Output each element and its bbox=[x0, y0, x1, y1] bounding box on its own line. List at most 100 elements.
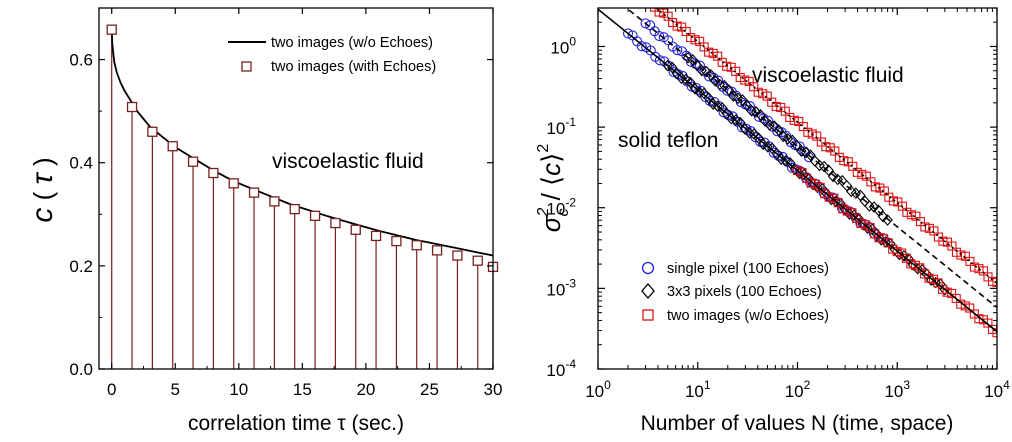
data-point-circle bbox=[654, 55, 665, 66]
right-ylabel: σc2 / ⟨c⟩2 bbox=[535, 144, 572, 233]
y-tick-label: 10-4 bbox=[546, 357, 576, 380]
legend-label-single-pixel: single pixel (100 Echoes) bbox=[667, 261, 829, 277]
data-point-diamond bbox=[778, 130, 789, 143]
data-point-diamond bbox=[739, 123, 751, 135]
data-point-diamond bbox=[877, 210, 889, 223]
data-point-circle bbox=[786, 162, 798, 173]
x-tick-label: 20 bbox=[356, 380, 375, 399]
x-tick-label: 15 bbox=[293, 380, 312, 399]
data-point-square bbox=[350, 224, 361, 235]
data-point-circle bbox=[636, 41, 647, 52]
data-point-diamond bbox=[827, 170, 839, 183]
x-tick-label: 101 bbox=[685, 378, 711, 401]
data-point-square bbox=[228, 178, 239, 189]
data-point-diamond bbox=[882, 214, 893, 226]
data-point-diamond bbox=[689, 83, 701, 95]
legend-label-3x3: 3x3 pixels (100 Echoes) bbox=[667, 284, 822, 300]
data-point-circle bbox=[790, 140, 801, 151]
data-point-diamond bbox=[750, 106, 762, 118]
data-point-square bbox=[992, 277, 997, 287]
legend-circle-marker bbox=[641, 261, 655, 275]
right-xlabel: Number of values N (time, space) bbox=[641, 412, 954, 435]
data-point-square bbox=[452, 250, 463, 261]
left-chart: 0 5 10 15 20 25 30 0.0 0.2 0.4 0.6 viscoelastic fl… bbox=[26, 7, 502, 435]
y-tick-label: 0.2 bbox=[69, 257, 93, 276]
left-ylabel: c ( τ ) bbox=[26, 157, 59, 222]
legend-square-red-marker bbox=[642, 309, 654, 321]
legend-label-2: two images (with Echoes) bbox=[271, 59, 436, 75]
data-point-diamond bbox=[757, 138, 769, 151]
data-point-diamond bbox=[687, 53, 698, 66]
x-tick-label: 25 bbox=[420, 380, 439, 399]
data-point-circle bbox=[622, 28, 634, 39]
x-tick-label: 102 bbox=[785, 378, 811, 401]
x-tick-label: 10 bbox=[229, 380, 248, 399]
data-point-diamond bbox=[841, 179, 853, 192]
y-tick-label: 0.4 bbox=[69, 154, 93, 173]
data-point-square bbox=[646, 0, 654, 5]
legend-label-two-images: two images (w/o Echoes) bbox=[667, 308, 829, 324]
left-annotation: viscoelastic fluid bbox=[272, 150, 424, 173]
legend-square-marker bbox=[241, 61, 252, 72]
data-point-square bbox=[309, 210, 321, 221]
y-tick-label: 0.0 bbox=[69, 360, 93, 379]
data-point-square bbox=[289, 203, 300, 215]
data-point-circle bbox=[672, 45, 683, 56]
x-tick-label: 0 bbox=[107, 380, 116, 399]
left-plot-frame bbox=[98, 7, 494, 370]
data-point-diamond bbox=[710, 75, 721, 87]
data-point-square bbox=[187, 156, 199, 167]
right-annotation-fluid: viscoelastic fluid bbox=[752, 64, 904, 87]
right-data-marks bbox=[598, 0, 997, 338]
data-point-square bbox=[330, 217, 341, 229]
data-point-diamond bbox=[818, 160, 830, 173]
data-point-circle bbox=[668, 66, 679, 78]
left-data-marks bbox=[106, 24, 499, 369]
y-tick-label: 0.6 bbox=[69, 51, 93, 70]
y-tick-label: 100 bbox=[550, 34, 576, 57]
fit-line-dotted bbox=[654, 8, 997, 285]
data-point-square bbox=[106, 24, 117, 35]
data-point-square bbox=[431, 245, 443, 256]
data-point-diamond bbox=[759, 115, 771, 127]
left-legend: two images (w/o Echoes) two images (with… bbox=[228, 35, 436, 75]
data-point-square bbox=[411, 240, 422, 251]
x-tick-label: 100 bbox=[585, 378, 611, 401]
data-point-diamond bbox=[773, 124, 785, 136]
data-point-circle bbox=[736, 122, 747, 133]
right-plot-area bbox=[598, 0, 997, 338]
data-point-square bbox=[391, 235, 402, 247]
x-tick-label: 103 bbox=[884, 378, 910, 401]
left-xlabel: correlation time τ (sec.) bbox=[188, 412, 404, 435]
left-ticks: 0 5 10 15 20 25 30 0.0 0.2 0.4 0.6 bbox=[69, 8, 502, 399]
data-point-square bbox=[269, 196, 280, 207]
right-annotation-teflon: solid teflon bbox=[618, 129, 718, 152]
data-point-square bbox=[147, 126, 158, 137]
data-point-square bbox=[167, 141, 178, 152]
y-tick-label: 10-3 bbox=[546, 276, 576, 299]
x-tick-label: 30 bbox=[484, 380, 503, 399]
right-ylabel-text: σc2 / ⟨c⟩2 bbox=[535, 144, 572, 233]
data-point-square bbox=[126, 101, 138, 113]
legend-label-1: two images (w/o Echoes) bbox=[271, 35, 433, 51]
y-tick-label: 10-1 bbox=[546, 115, 576, 138]
data-point-diamond bbox=[805, 149, 816, 161]
data-point-square bbox=[248, 187, 260, 198]
data-point-square bbox=[992, 328, 997, 338]
data-point-circle bbox=[686, 81, 697, 92]
fit-line-solid bbox=[598, 8, 997, 333]
fit-line-dashed bbox=[625, 8, 997, 309]
data-point-diamond bbox=[873, 204, 884, 217]
data-point-circle bbox=[640, 18, 651, 29]
data-point-square bbox=[370, 230, 382, 242]
right-legend: single pixel (100 Echoes) 3x3 pixels (10… bbox=[641, 261, 829, 324]
data-point-circle bbox=[654, 30, 665, 42]
data-point-square bbox=[472, 255, 483, 266]
left-ylabel-c: c ( τ ) bbox=[26, 157, 59, 222]
x-tick-label: 5 bbox=[171, 380, 180, 399]
data-point-square bbox=[642, 0, 650, 3]
data-point-square bbox=[208, 167, 219, 179]
x-tick-label: 104 bbox=[984, 378, 1010, 401]
